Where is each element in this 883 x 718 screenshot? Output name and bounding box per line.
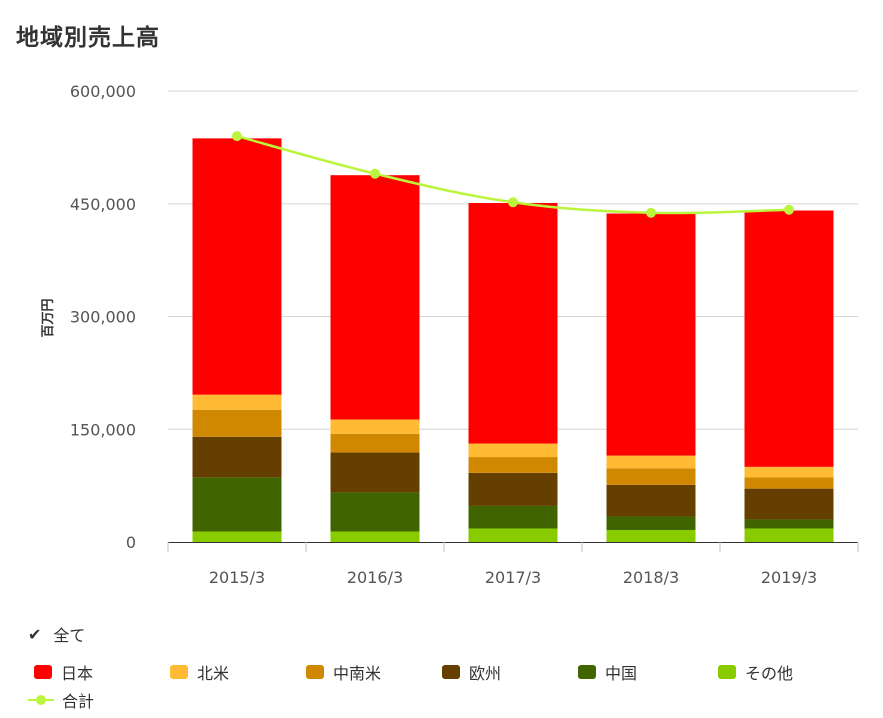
y-tick-label: 150,000 [70,420,136,439]
total-line-point[interactable] [646,207,656,218]
bar-segment[interactable] [468,457,558,473]
legend-item-china[interactable]: 中国 [578,660,637,684]
legend-label: 日本 [61,664,94,683]
y-tick-label: 0 [126,533,136,552]
bar-segment[interactable] [192,531,282,542]
legend-label: 合計 [62,692,95,711]
legend-line-swatch [28,693,54,707]
bar-segment[interactable] [192,394,282,410]
bar-segment[interactable] [744,477,834,489]
bar-segment[interactable] [744,466,834,478]
x-axis [167,542,859,552]
legend-item-europe[interactable]: 欧州 [442,660,501,684]
legend-label: 中国 [605,664,638,683]
x-axis-ticks: 2015/3 2016/3 2017/3 2018/3 2019/3 [209,568,817,587]
bar-segment[interactable] [606,468,696,485]
check-icon: ✔ [28,624,42,644]
legend-swatch [578,665,596,679]
bar-segment[interactable] [468,443,558,458]
bar-segment[interactable] [468,472,558,506]
bar-segment[interactable] [744,488,834,520]
y-tick-label: 450,000 [70,195,136,214]
bar-segment[interactable] [468,505,558,529]
bar-segment[interactable] [192,477,282,532]
legend-item-latin-america[interactable]: 中南米 [306,660,381,684]
legend-item-north-america[interactable]: 北米 [170,660,229,684]
y-axis-ticks: 0 150,000 300,000 450,000 600,000 [70,82,136,552]
bar-segment[interactable] [330,492,420,532]
bar-segment[interactable] [606,213,696,456]
legend-item-japan[interactable]: 日本 [34,660,93,684]
legend-swatch [306,665,324,679]
legend-label: その他 [745,664,794,683]
bar-segment[interactable] [330,433,420,453]
bar-segment[interactable] [468,202,558,444]
legend-swatch [718,665,736,679]
legend-row-1: 日本 北米 中南米 欧州 中国 その他 [34,660,874,684]
bar-segment[interactable] [744,519,834,529]
total-line-point[interactable] [508,197,518,208]
legend-label: 中南米 [333,664,382,683]
bar-segment[interactable] [744,528,834,542]
stacked-bar-chart: 0 150,000 300,000 450,000 600,000 百万円 2015/3… [41,82,859,587]
y-tick-label: 600,000 [70,82,136,101]
legend-label: 北米 [197,664,230,683]
bar-segment[interactable] [192,436,282,478]
legend-toggle-all[interactable]: ✔ 全て [28,622,85,646]
legend-item-total[interactable]: 合計 [28,688,94,712]
bar-segment[interactable] [744,210,834,467]
legend-item-other[interactable]: その他 [718,660,793,684]
bar-segment[interactable] [330,419,420,434]
total-line-point[interactable] [784,204,794,215]
x-tick-label: 2016/3 [347,568,403,587]
y-tick-label: 300,000 [70,308,136,327]
bar-segment[interactable] [330,175,420,420]
bar-segment[interactable] [468,528,558,542]
bar-segment[interactable] [330,452,420,493]
legend-label: 欧州 [469,664,502,683]
chart-title: 地域別売上高 [16,25,160,51]
y-axis-label: 百万円 [41,298,56,337]
bar-segment[interactable] [192,138,282,395]
x-tick-label: 2015/3 [209,568,265,587]
total-line-point[interactable] [232,131,242,142]
x-tick-label: 2017/3 [485,568,541,587]
bar-segment[interactable] [192,409,282,437]
legend-swatch [442,665,460,679]
bar-segment[interactable] [606,455,696,469]
legend-swatch [170,665,188,679]
total-line [232,131,794,218]
bar-segment[interactable] [606,516,696,530]
x-tick-label: 2018/3 [623,568,679,587]
x-tick-label: 2019/3 [761,568,817,587]
bar-segment[interactable] [330,531,420,542]
legend-all-label: 全て [53,626,86,645]
legend-swatch [34,665,52,679]
bars [192,138,834,542]
total-line-point[interactable] [370,168,380,179]
bar-segment[interactable] [606,529,696,542]
bar-segment[interactable] [606,484,696,517]
legend-row-2: 合計 [28,688,874,711]
